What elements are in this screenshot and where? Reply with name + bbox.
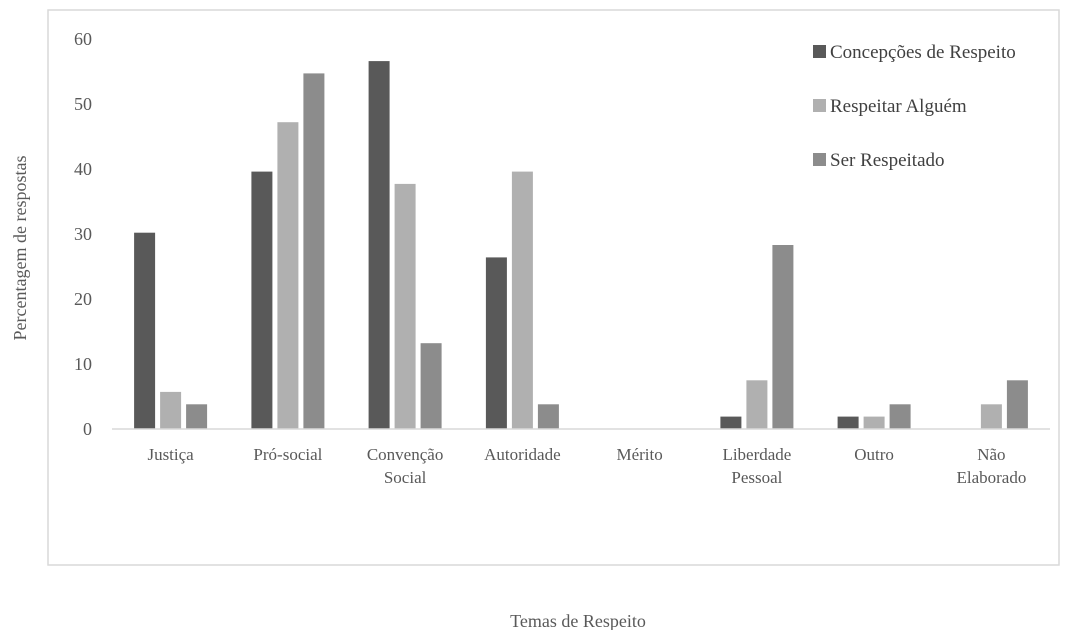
bar (394, 183, 416, 429)
y-tick-label: 0 (83, 419, 92, 439)
legend-label: Ser Respeitado (830, 150, 945, 171)
bar (420, 343, 442, 429)
y-tick-label: 20 (74, 289, 92, 309)
bar (720, 416, 742, 429)
x-tick-label: Autoridade (484, 445, 560, 464)
x-category-labels: Justiça Pró-social Convenção Social Autorida… (147, 445, 1026, 487)
bar (251, 171, 273, 429)
y-tick-label: 10 (74, 354, 92, 374)
bar (772, 245, 794, 429)
bar (1006, 380, 1028, 430)
x-tick-label: Pessoal (731, 468, 782, 487)
y-tick-label: 50 (74, 94, 92, 114)
bar (160, 391, 182, 429)
bar (537, 404, 559, 429)
x-tick-label: Convenção (367, 445, 443, 464)
legend-swatch (813, 45, 826, 58)
bar (186, 404, 208, 429)
bar (134, 232, 156, 429)
x-tick-label: Pró-social (253, 445, 322, 464)
bars-layer (134, 61, 1028, 430)
bar (863, 416, 885, 429)
x-tick-label: Social (384, 468, 427, 487)
legend: Concepções de Respeito Respeitar Alguém Se… (813, 42, 1016, 171)
chart-frame (47, 9, 1060, 566)
bar (746, 380, 768, 430)
bar (889, 404, 911, 429)
bar (980, 404, 1002, 429)
y-tick-label: 60 (74, 29, 92, 49)
x-tick-label: Outro (854, 445, 894, 464)
legend-swatch (813, 99, 826, 112)
x-axis-title: Temas de Respeito (510, 611, 646, 630)
y-tick-label: 30 (74, 224, 92, 244)
y-tick-label: 40 (74, 159, 92, 179)
legend-label: Concepções de Respeito (830, 42, 1016, 63)
bar (277, 122, 299, 429)
bar (485, 257, 507, 429)
bar (303, 73, 325, 430)
legend-swatch (813, 153, 826, 166)
x-tick-label: Mérito (616, 445, 662, 464)
bar (368, 61, 390, 429)
x-tick-label: Justiça (147, 445, 194, 464)
y-tick-labels: 0 10 20 30 40 50 60 (74, 29, 92, 439)
x-tick-label: Liberdade (722, 445, 791, 464)
legend-label: Respeitar Alguém (830, 96, 967, 117)
bar (837, 416, 859, 429)
y-axis-title: Percentagem de respostas (10, 156, 30, 341)
x-tick-label: Não (977, 445, 1005, 464)
x-tick-label: Elaborado (956, 468, 1026, 487)
bar (511, 171, 533, 429)
